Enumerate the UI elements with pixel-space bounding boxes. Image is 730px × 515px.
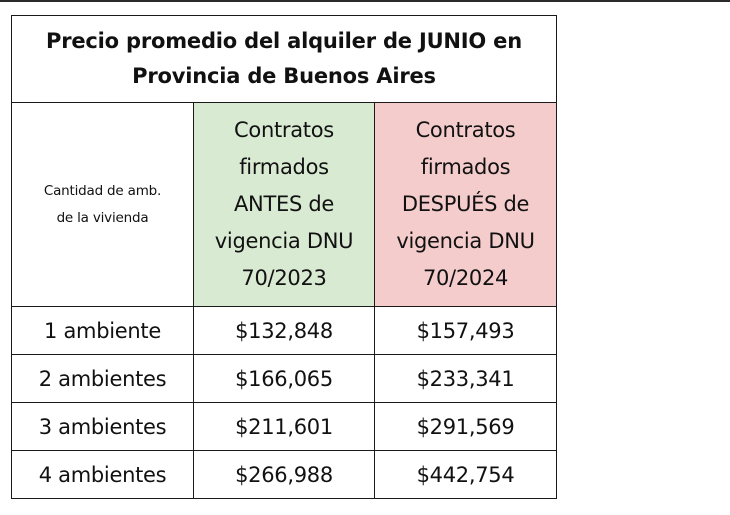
- value-before: $132,848: [193, 306, 375, 355]
- table-title: Precio promedio del alquiler de JUNIO en…: [10, 15, 558, 103]
- column-header-before-line: ANTES de: [233, 192, 335, 216]
- column-header-before-line: vigencia DNU: [214, 229, 354, 253]
- column-header-after-line: Contratos: [415, 118, 516, 142]
- value-after: $291,569: [373, 402, 558, 451]
- table-row: 3 ambientes $211,601 $291,569: [11, 402, 558, 451]
- row-header-label-line-2: de la vivienda: [56, 209, 149, 226]
- value-before: $266,988: [193, 450, 375, 499]
- header-row: Cantidad de amb. de la vivienda Contrato…: [11, 102, 558, 307]
- table-row: 2 ambientes $166,065 $233,341: [11, 354, 558, 403]
- value-before: $166,065: [193, 354, 375, 403]
- row-header-label: Cantidad de amb. de la vivienda: [11, 102, 194, 307]
- row-label: 2 ambientes: [11, 354, 194, 403]
- column-header-before-line: firmados: [239, 155, 329, 179]
- table-title-line-1: Precio promedio del alquiler de JUNIO en: [46, 29, 522, 53]
- value-after: $233,341: [373, 354, 558, 403]
- table-title-line-2: Provincia de Buenos Aires: [132, 64, 436, 88]
- column-header-before-line: Contratos: [234, 118, 334, 142]
- row-label: 1 ambiente: [11, 306, 194, 355]
- column-header-after-line: vigencia DNU: [396, 229, 535, 253]
- column-header-after-line: DESPUÉS de: [401, 192, 530, 216]
- rent-price-table-wrapper: Precio promedio del alquiler de JUNIO en…: [10, 15, 558, 499]
- row-label: 3 ambientes: [11, 402, 194, 451]
- table-row: 4 ambientes $266,988 $442,754: [11, 450, 558, 499]
- table-row: 1 ambiente $132,848 $157,493: [11, 306, 558, 355]
- column-header-before-line: 70/2023: [241, 266, 327, 290]
- row-header-label-line-1: Cantidad de amb.: [43, 182, 162, 199]
- title-row: Precio promedio del alquiler de JUNIO en…: [10, 15, 558, 103]
- column-header-after: Contratos firmados DESPUÉS de vigencia D…: [373, 102, 558, 307]
- column-header-before: Contratos firmados ANTES de vigencia DNU…: [193, 102, 375, 307]
- column-header-after-line: firmados: [420, 155, 511, 179]
- row-label: 4 ambientes: [11, 450, 194, 499]
- value-after: $157,493: [373, 306, 558, 355]
- rent-price-table: Precio promedio del alquiler de JUNIO en…: [10, 15, 558, 499]
- value-after: $442,754: [373, 450, 558, 499]
- value-before: $211,601: [193, 402, 375, 451]
- column-header-after-line: 70/2024: [422, 266, 509, 290]
- top-border-line: [0, 0, 730, 2]
